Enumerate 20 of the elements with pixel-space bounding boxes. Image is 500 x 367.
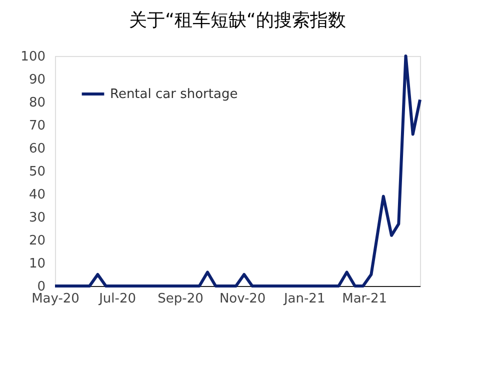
legend-label: Rental car shortage xyxy=(110,87,238,102)
x-tick-label: Mar-21 xyxy=(342,292,388,306)
y-tick-label: 0 xyxy=(37,280,46,294)
y-tick-label: 30 xyxy=(28,210,46,226)
chart-title: 关于“租车短缺“的搜索指数 xyxy=(129,10,346,31)
y-tick-label: 100 xyxy=(20,50,46,64)
x-tick-label: Nov-20 xyxy=(219,292,266,306)
y-tick-label: 40 xyxy=(28,188,46,202)
line-series xyxy=(54,54,422,288)
y-tick-label: 90 xyxy=(28,72,46,88)
x-tick-label: Jul-20 xyxy=(98,292,136,306)
y-tick-label: 60 xyxy=(28,142,46,156)
y-tick-label: 20 xyxy=(28,234,46,248)
x-tick-label: May-20 xyxy=(32,292,80,306)
y-tick-label: 50 xyxy=(28,164,46,180)
y-tick-label: 80 xyxy=(28,96,46,110)
x-tick-label: Jan-21 xyxy=(282,292,326,306)
y-tick-label: 10 xyxy=(28,256,46,272)
y-tick-label: 70 xyxy=(28,118,46,134)
x-tick-label: Sep-20 xyxy=(158,292,204,306)
